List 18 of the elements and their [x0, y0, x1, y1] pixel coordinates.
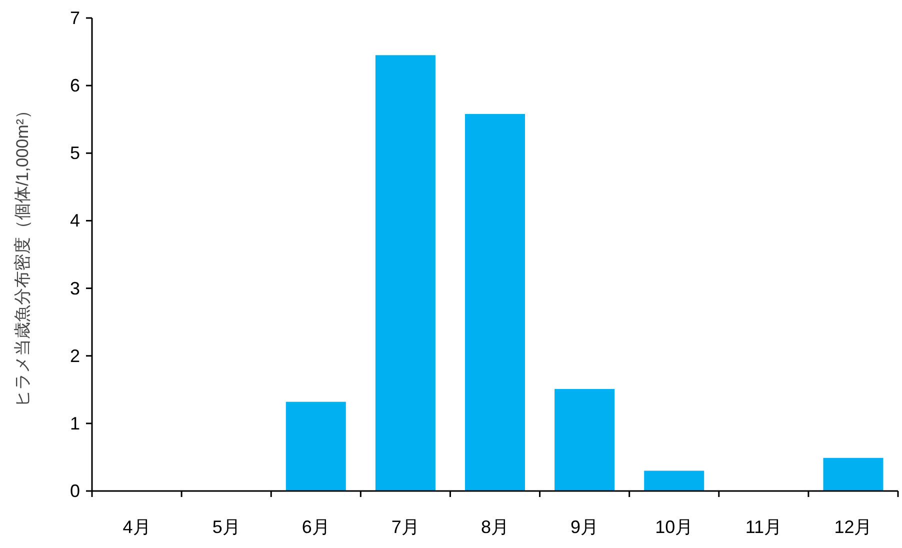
y-tick-label: 5 — [70, 143, 80, 164]
y-tick-label: 3 — [70, 278, 80, 298]
x-tick-label: 6月 — [302, 517, 330, 537]
y-tick-label: 1 — [70, 413, 80, 434]
y-tick-label: 4 — [70, 210, 80, 231]
y-tick-label: 6 — [70, 76, 80, 96]
x-tick-label: 8月 — [480, 517, 510, 537]
x-tick-label: 4月 — [122, 517, 151, 537]
y-tick-label: 2 — [70, 346, 80, 366]
y-axis-title: ヒラメ当歳魚分布密度（個体/1,000m²） — [13, 102, 32, 408]
x-tick-label: 11月 — [745, 517, 782, 537]
x-tick-label: 12月 — [834, 517, 872, 537]
x-tick-label: 7月 — [391, 517, 420, 537]
x-tick-label: 9月 — [570, 517, 599, 537]
y-tick-label: 0 — [70, 481, 80, 501]
x-tick-label: 5月 — [212, 517, 240, 537]
x-tick-label: 10月 — [655, 517, 694, 537]
y-tick-label: 7 — [70, 8, 80, 28]
